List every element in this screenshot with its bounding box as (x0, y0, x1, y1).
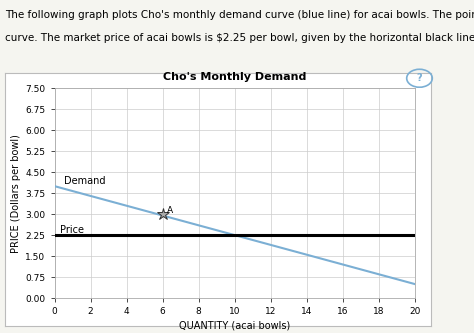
Text: ?: ? (417, 73, 422, 83)
Text: curve. The market price of acai bowls is $2.25 per bowl, given by the horizontal: curve. The market price of acai bowls is… (5, 33, 474, 43)
Text: The following graph plots Cho's monthly demand curve (blue line) for acai bowls.: The following graph plots Cho's monthly … (5, 10, 474, 20)
Text: Price: Price (60, 225, 84, 235)
X-axis label: QUANTITY (acai bowls): QUANTITY (acai bowls) (179, 320, 290, 330)
Y-axis label: PRICE (Dollars per bowl): PRICE (Dollars per bowl) (11, 134, 21, 252)
Title: Cho's Monthly Demand: Cho's Monthly Demand (163, 72, 306, 82)
Text: Demand: Demand (64, 176, 105, 186)
Text: A: A (167, 206, 173, 215)
